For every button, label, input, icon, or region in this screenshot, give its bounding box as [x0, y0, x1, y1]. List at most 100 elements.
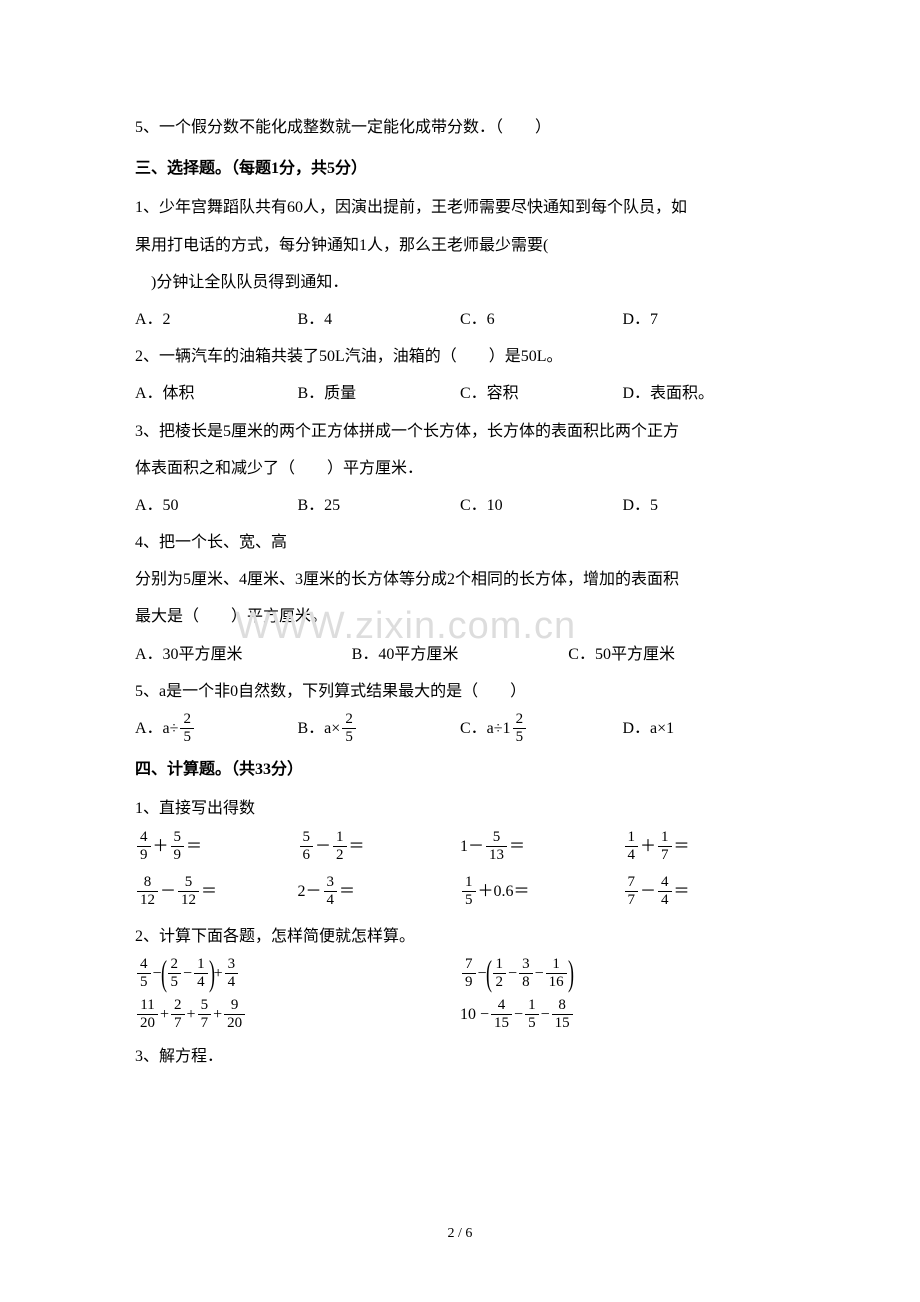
s3-q1-line2: 果用打电话的方式，每分钟通知1人，那么王老师最少需要(: [135, 228, 785, 263]
denominator: 5: [180, 728, 194, 745]
numerator: 5: [300, 830, 314, 846]
fraction: 812: [137, 875, 158, 908]
page-number: 2 / 6: [0, 1226, 920, 1242]
operator: −: [183, 956, 192, 991]
fraction: 17: [658, 830, 672, 863]
denominator: 20: [224, 1014, 245, 1031]
numerator: 1: [625, 830, 639, 846]
pre-text: 2－: [298, 874, 322, 909]
opt-a: A．50: [135, 488, 298, 523]
denominator: 4: [225, 973, 239, 990]
numerator: 4: [137, 957, 151, 973]
denominator: 5: [462, 891, 476, 908]
denominator: 12: [178, 891, 199, 908]
fraction: 79: [462, 957, 476, 990]
denominator: 5: [525, 1014, 539, 1031]
operator: ＋0.6＝: [478, 874, 530, 909]
denominator: 9: [462, 973, 476, 990]
opt-b: B．质量: [298, 376, 461, 411]
denominator: 12: [137, 891, 158, 908]
equals: ＝: [674, 874, 690, 909]
s3-q2: 2、一辆汽车的油箱共装了50L汽油，油箱的（ ）是50L。: [135, 339, 785, 374]
fraction: 77: [625, 875, 639, 908]
fraction: 45: [137, 957, 151, 990]
s3-q2-options: A．体积 B．质量 C．容积 D．表面积。: [135, 376, 785, 411]
s3-q5: 5、a是一个非0自然数，下列算式结果最大的是（ ）: [135, 674, 785, 709]
equals: ＝: [339, 874, 355, 909]
opt-c: C．6: [460, 302, 623, 337]
fraction: 15: [462, 875, 476, 908]
s3-q1-options: A．2 B．4 C．6 D．7: [135, 302, 785, 337]
denominator: 5: [342, 728, 356, 745]
numerator: 1: [333, 830, 347, 846]
denominator: 5: [513, 728, 527, 745]
denominator: 2: [333, 846, 347, 863]
numerator: 4: [137, 830, 151, 846]
denominator: 4: [658, 891, 672, 908]
fraction: 14: [194, 957, 208, 990]
opt-b: B．4: [298, 302, 461, 337]
operator: −: [514, 997, 523, 1032]
opt-c: C．a÷1 25: [460, 711, 623, 746]
denominator: 16: [546, 973, 567, 990]
pre-text: 10 −: [460, 997, 489, 1032]
fraction: 415: [491, 998, 512, 1031]
opt-b: B．40平方厘米: [352, 637, 569, 672]
denominator: 20: [137, 1014, 158, 1031]
denominator: 5: [137, 973, 151, 990]
opt-c: C．10: [460, 488, 623, 523]
numerator: 7: [462, 957, 476, 973]
numerator: 5: [486, 830, 507, 846]
numerator: 2: [168, 957, 182, 973]
denominator: 6: [300, 846, 314, 863]
denominator: 7: [658, 846, 672, 863]
operator: －: [640, 874, 656, 909]
operator: －: [160, 874, 176, 909]
calc2-row-1: 45 − ( 25 − 14 ) + 34 79 − ( 12 − 38 − 1…: [135, 956, 785, 991]
fraction: 12: [493, 957, 507, 990]
denominator: 2: [493, 973, 507, 990]
numerator: 4: [491, 998, 512, 1014]
equals: ＝: [201, 874, 217, 909]
denominator: 9: [137, 846, 151, 863]
opt-d: D．5: [623, 488, 786, 523]
numerator: 3: [519, 957, 533, 973]
fraction: 15: [525, 998, 539, 1031]
numerator: 7: [625, 875, 639, 891]
equals: ＝: [349, 829, 365, 864]
page-content: 5、一个假分数不能化成整数就一定能化成带分数．（ ） 三、选择题。（每题1分，共…: [135, 110, 785, 1074]
paren-left: (: [161, 959, 167, 988]
equals: ＝: [674, 829, 690, 864]
numerator: 5: [198, 998, 212, 1014]
opt-a: A．30平方厘米: [135, 637, 352, 672]
fraction: 25: [180, 712, 194, 745]
s3-q3-line1: 3、把棱长是5厘米的两个正方体拼成一个长方体，长方体的表面积比两个正方: [135, 414, 785, 449]
fraction: 12: [333, 830, 347, 863]
s4-q3-title: 3、解方程．: [135, 1039, 785, 1074]
fraction: 815: [552, 998, 573, 1031]
opt-a-pre: A．a÷: [135, 711, 178, 746]
operator: −: [541, 997, 550, 1032]
paren-right: ): [568, 959, 574, 988]
numerator: 8: [552, 998, 573, 1014]
opt-d: D．7: [623, 302, 786, 337]
fraction: 512: [178, 875, 199, 908]
numerator: 3: [324, 875, 338, 891]
fraction: 49: [137, 830, 151, 863]
denominator: 7: [171, 1014, 185, 1031]
opt-a: A．2: [135, 302, 298, 337]
numerator: 5: [171, 830, 185, 846]
numerator: 9: [224, 998, 245, 1014]
fraction: 14: [625, 830, 639, 863]
pre-text: 1－: [460, 829, 484, 864]
calc-cell: 812 － 512 ＝: [135, 874, 298, 909]
numerator: 2: [180, 712, 194, 728]
denominator: 9: [171, 846, 185, 863]
calc2-right: 10 − 415 − 15 − 815: [460, 997, 785, 1032]
denominator: 4: [625, 846, 639, 863]
calc-cell: 1－ 513 ＝: [460, 829, 623, 864]
denominator: 5: [168, 973, 182, 990]
denominator: 4: [194, 973, 208, 990]
operator: ＋: [640, 829, 656, 864]
opt-c: C．50平方厘米: [568, 637, 785, 672]
